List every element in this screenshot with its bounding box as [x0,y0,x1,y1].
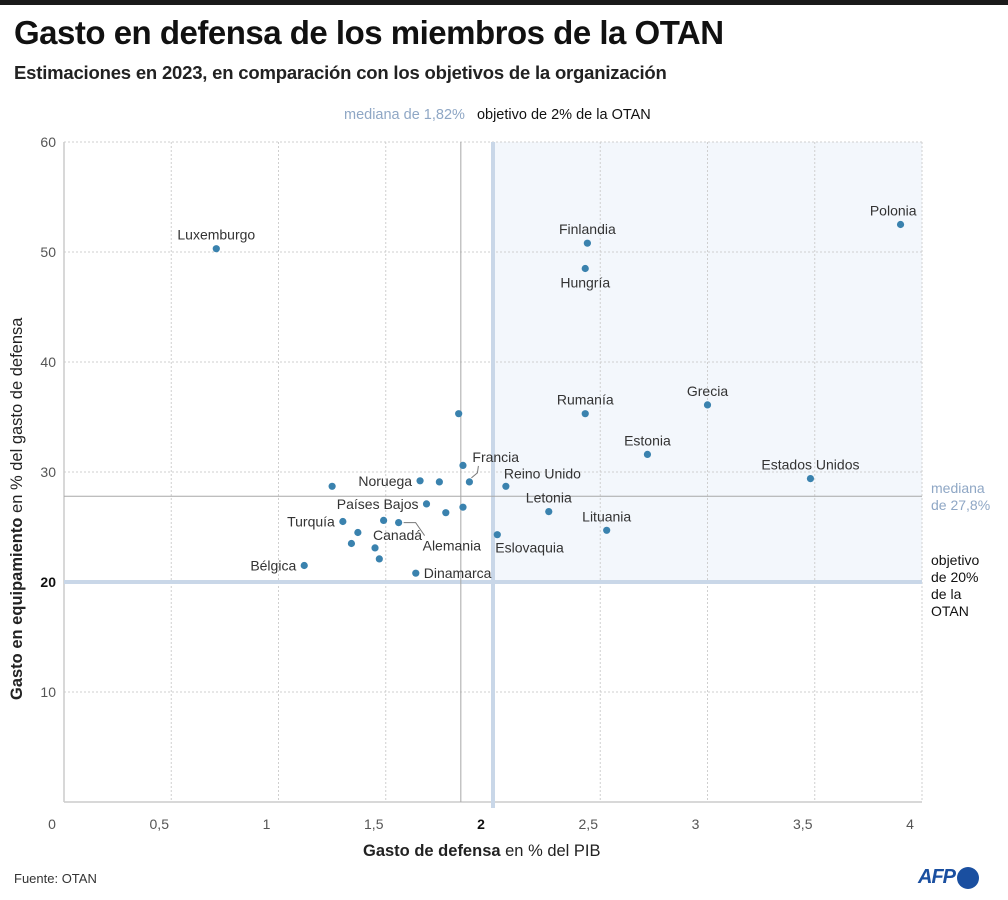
data-point [354,528,362,537]
chart-title: Gasto en defensa de los miembros de la O… [14,14,724,51]
data-point [703,401,712,409]
data-point [422,500,431,508]
afp-logo-text: AFP [918,866,956,888]
x-tick-label: 2 [477,816,485,832]
data-point [643,450,652,458]
median-y-label: mediana de 27,8% [931,480,990,514]
point-label: Rumanía [557,392,614,408]
y-axis-label-bold: Gasto en equipamiento [8,517,26,700]
median-x-label: mediana de 1,82% [344,107,465,123]
point-label: Francia [472,449,519,465]
x-axis-label: Gasto de defensa en % del PIB [363,842,601,861]
x-axis-label-bold: Gasto de defensa [363,842,501,860]
label-connector [471,465,479,479]
y-axis-label-rest: en % del gasto de defensa [8,317,26,518]
point-label: Bélgica [250,558,296,574]
point-label: Grecia [687,383,728,399]
x-tick-label: 1,5 [364,816,384,832]
y-tick-label: 50 [40,244,56,260]
data-point [896,220,905,229]
x-tick-label: 0,5 [150,816,170,832]
data-point [416,477,424,485]
afp-logo-circle-icon [957,866,979,889]
data-point [412,569,420,577]
x-tick-label: 3 [692,816,700,832]
point-label: Lituania [582,508,631,524]
point-label: Luxemburgo [177,227,255,243]
goal-y-label-line: de la [931,586,962,602]
median-y-label-line: mediana [931,480,985,496]
label-connector [403,522,426,536]
data-point [493,531,501,539]
point-label: Turquía [287,514,335,530]
data-point [339,517,347,526]
data-point [212,245,220,253]
data-point [583,239,591,247]
data-point [502,482,510,490]
data-point [455,410,463,418]
point-label: Países Bajos [337,496,419,512]
point-label: Reino Unido [504,465,581,481]
data-point [459,503,467,511]
data-point [300,561,308,570]
data-point [328,482,336,490]
y-tick-label: 10 [40,684,56,700]
point-label: Canadá [373,527,422,543]
top-rule [0,0,1008,5]
data-point [375,555,383,563]
data-point [435,478,443,486]
point-label: Noruega [358,473,412,489]
y-tick-label: 30 [40,464,56,480]
chart-subtitle: Estimaciones en 2023, en comparación con… [14,62,667,83]
y-tick-label: 60 [40,134,56,150]
data-point [371,544,379,552]
point-label: Finlandia [559,221,616,237]
source-note: Fuente: OTAN [14,871,97,886]
x-tick-label: 3,5 [793,816,813,832]
point-label: Estados Unidos [761,457,859,473]
goal-x-label: objetivo de 2% de la OTAN [476,107,651,123]
y-axis-label: Gasto en equipamiento en % del gasto de … [8,318,27,700]
goal-y-label-line: de 20% [931,569,979,585]
x-tick-label: 2,5 [579,816,599,832]
afp-logo: AFP [918,866,979,889]
point-label: Estonia [624,432,671,448]
x-tick-label: 1 [263,816,271,832]
point-label: Letonia [526,490,572,506]
goal-y-label-line: objetivo [931,552,980,568]
vertical-reference-labels: mediana de 1,82% objetivo de 2% de la OT… [344,107,651,123]
point-label: Eslovaquia [495,540,564,556]
median-y-label-line: de 27,8% [931,497,991,513]
data-point [442,509,450,517]
data-point [581,264,589,273]
data-point [459,461,467,469]
x-tick-label: 0 [48,816,56,832]
y-tick-label: 20 [40,574,56,590]
point-label: Dinamarca [424,565,492,581]
x-axis-label-rest: en % del PIB [500,842,601,860]
point-label: Hungría [560,275,610,291]
goal-y-label-line: OTAN [931,603,969,619]
data-point [465,478,474,486]
data-point [347,539,356,548]
data-point [545,508,553,516]
data-point [603,526,611,534]
point-label: Polonia [870,203,917,219]
point-label: Alemania [423,538,482,554]
goal-y-label: objetivo de 20% de la OTAN [931,552,1001,620]
x-tick-label: 4 [906,816,914,832]
data-point [806,475,815,483]
data-point [581,410,589,418]
data-point [380,516,388,525]
y-tick-label: 40 [40,354,56,370]
data-point [395,519,403,527]
